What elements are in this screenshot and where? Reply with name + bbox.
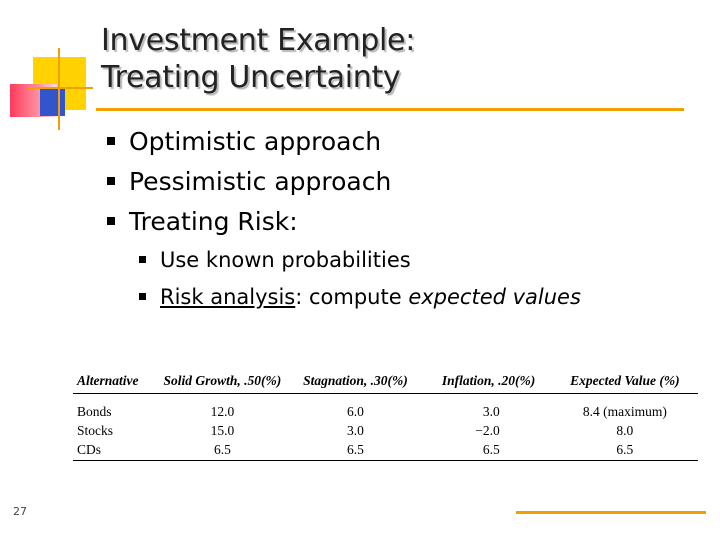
column-header: Expected Value (%) (551, 370, 698, 394)
column-header: Stagnation, .30(%) (285, 370, 426, 394)
sub-bullet-item: Risk analysis: compute expected values (139, 282, 581, 319)
sub-bullet-list: Use known probabilities Risk analysis: c… (139, 245, 581, 319)
title-underline (96, 108, 684, 111)
square-bullet-icon (107, 137, 115, 145)
table-cell: 6.5 (425, 440, 552, 461)
table-cell: 15.0 (210, 423, 235, 438)
table-cell: 8.4 (maximum) (582, 404, 667, 419)
slide-title-line2: Treating Uncertainty (101, 60, 401, 95)
square-bullet-icon (107, 177, 115, 185)
bullet-text: Treating Risk: (129, 207, 298, 236)
table-cell: −2.0 (475, 423, 500, 438)
sub-bullet-italic-text: expected values (408, 285, 581, 309)
sub-bullet-text: : compute (295, 285, 409, 309)
bullet-item: Pessimistic approach (107, 165, 391, 205)
bullet-item: Optimistic approach (107, 125, 391, 165)
square-bullet-icon (107, 217, 115, 225)
table-cell: Bonds (77, 404, 112, 419)
bullet-text: Pessimistic approach (129, 167, 392, 196)
column-header: Alternative (73, 370, 160, 394)
square-bullet-icon (139, 255, 146, 263)
table-row: Bonds 12.0 6.0 3.0 8.4 (maximum) (73, 394, 698, 422)
table-header-row: Alternative Solid Growth, .50(%) Stagnat… (73, 370, 698, 394)
square-bullet-icon (139, 292, 146, 300)
page-number: 27 (13, 505, 27, 518)
column-header: Inflation, .20(%) (425, 370, 552, 394)
table-cell: CDs (73, 440, 160, 461)
bullet-text: Optimistic approach (129, 127, 382, 156)
payoff-table-container: Alternative Solid Growth, .50(%) Stagnat… (73, 370, 698, 461)
bullet-list: Optimistic approach Pessimistic approach… (107, 125, 391, 245)
table-cell: 6.5 (159, 440, 286, 461)
sub-bullet-text: Use known probabilities (160, 248, 411, 272)
bullet-item: Treating Risk: (107, 205, 391, 245)
logo-vertical-line (58, 48, 60, 130)
table-cell: Stocks (77, 423, 114, 438)
table-cell: 3.0 (346, 423, 364, 438)
table-cell: 6.5 (285, 440, 426, 461)
table-cell: 6.5 (551, 440, 698, 461)
table-cell: 8.0 (616, 423, 634, 438)
payoff-table: Alternative Solid Growth, .50(%) Stagnat… (73, 370, 698, 461)
table-cell: 3.0 (482, 404, 500, 419)
logo-blue-square (40, 89, 65, 116)
sub-bullet-item: Use known probabilities (139, 245, 581, 282)
logo-horizontal-line (28, 87, 93, 89)
slide-title: Investment Example: Treating Uncertainty (101, 22, 415, 96)
risk-analysis-link[interactable]: Risk analysis (160, 285, 296, 309)
table-row: Stocks 15.0 3.0 −2.0 8.0 (73, 421, 698, 440)
footer-rule (516, 511, 706, 514)
table-row: CDs 6.5 6.5 6.5 6.5 (73, 440, 698, 461)
table-cell: 6.0 (346, 404, 364, 419)
column-header: Solid Growth, .50(%) (159, 370, 286, 394)
table-cell: 12.0 (210, 404, 235, 419)
slide-title-line1: Investment Example: (101, 23, 416, 58)
